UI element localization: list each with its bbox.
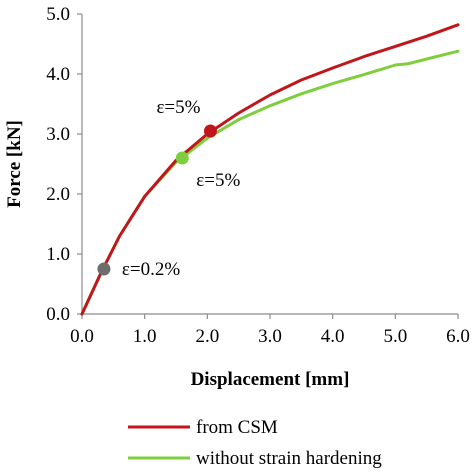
series-layer [80, 23, 460, 316]
marker-layer: ε=0.2% ε=5% ε=5% [97, 97, 240, 280]
x-tick-label: 3.0 [258, 326, 282, 347]
strain-marker [203, 124, 217, 138]
strain-marker [175, 151, 189, 165]
plot-area: 0.0 1.0 2.0 3.0 4.0 5.0 6.0 0.0 1.0 2.0 3.0 4.0 5.0… [46, 4, 470, 347]
y-tick-label: 5.0 [46, 4, 70, 25]
y-tick-label: 4.0 [46, 64, 70, 85]
y-tick-label: 3.0 [46, 124, 70, 145]
strain-annotation: ε=5% [196, 170, 240, 191]
series-line-from-csm [80, 23, 460, 316]
x-tick-group: 0.0 1.0 2.0 3.0 4.0 5.0 6.0 [70, 314, 470, 347]
strain-annotation: ε=5% [156, 97, 200, 118]
y-tick-label: 0.0 [46, 304, 70, 325]
y-tick-label: 1.0 [46, 244, 70, 265]
y-axis-title: Force [kN] [4, 120, 25, 208]
x-tick-label: 4.0 [321, 326, 345, 347]
x-tick-label: 0.0 [70, 326, 94, 347]
x-tick-label: 2.0 [195, 326, 219, 347]
strain-marker [97, 262, 111, 276]
strain-annotation: ε=0.2% [122, 259, 180, 280]
x-tick-label: 5.0 [383, 326, 407, 347]
legend: from CSM without strain hardening [128, 417, 382, 469]
x-tick-label: 6.0 [446, 326, 470, 347]
y-tick-group: 0.0 1.0 2.0 3.0 4.0 5.0 [46, 4, 82, 325]
legend-label-from-csm: from CSM [196, 417, 278, 438]
x-axis-title: Displacement [mm] [191, 369, 350, 390]
legend-label-without-strain-hardening: without strain hardening [196, 448, 382, 469]
y-tick-label: 2.0 [46, 184, 70, 205]
x-tick-label: 1.0 [133, 326, 157, 347]
